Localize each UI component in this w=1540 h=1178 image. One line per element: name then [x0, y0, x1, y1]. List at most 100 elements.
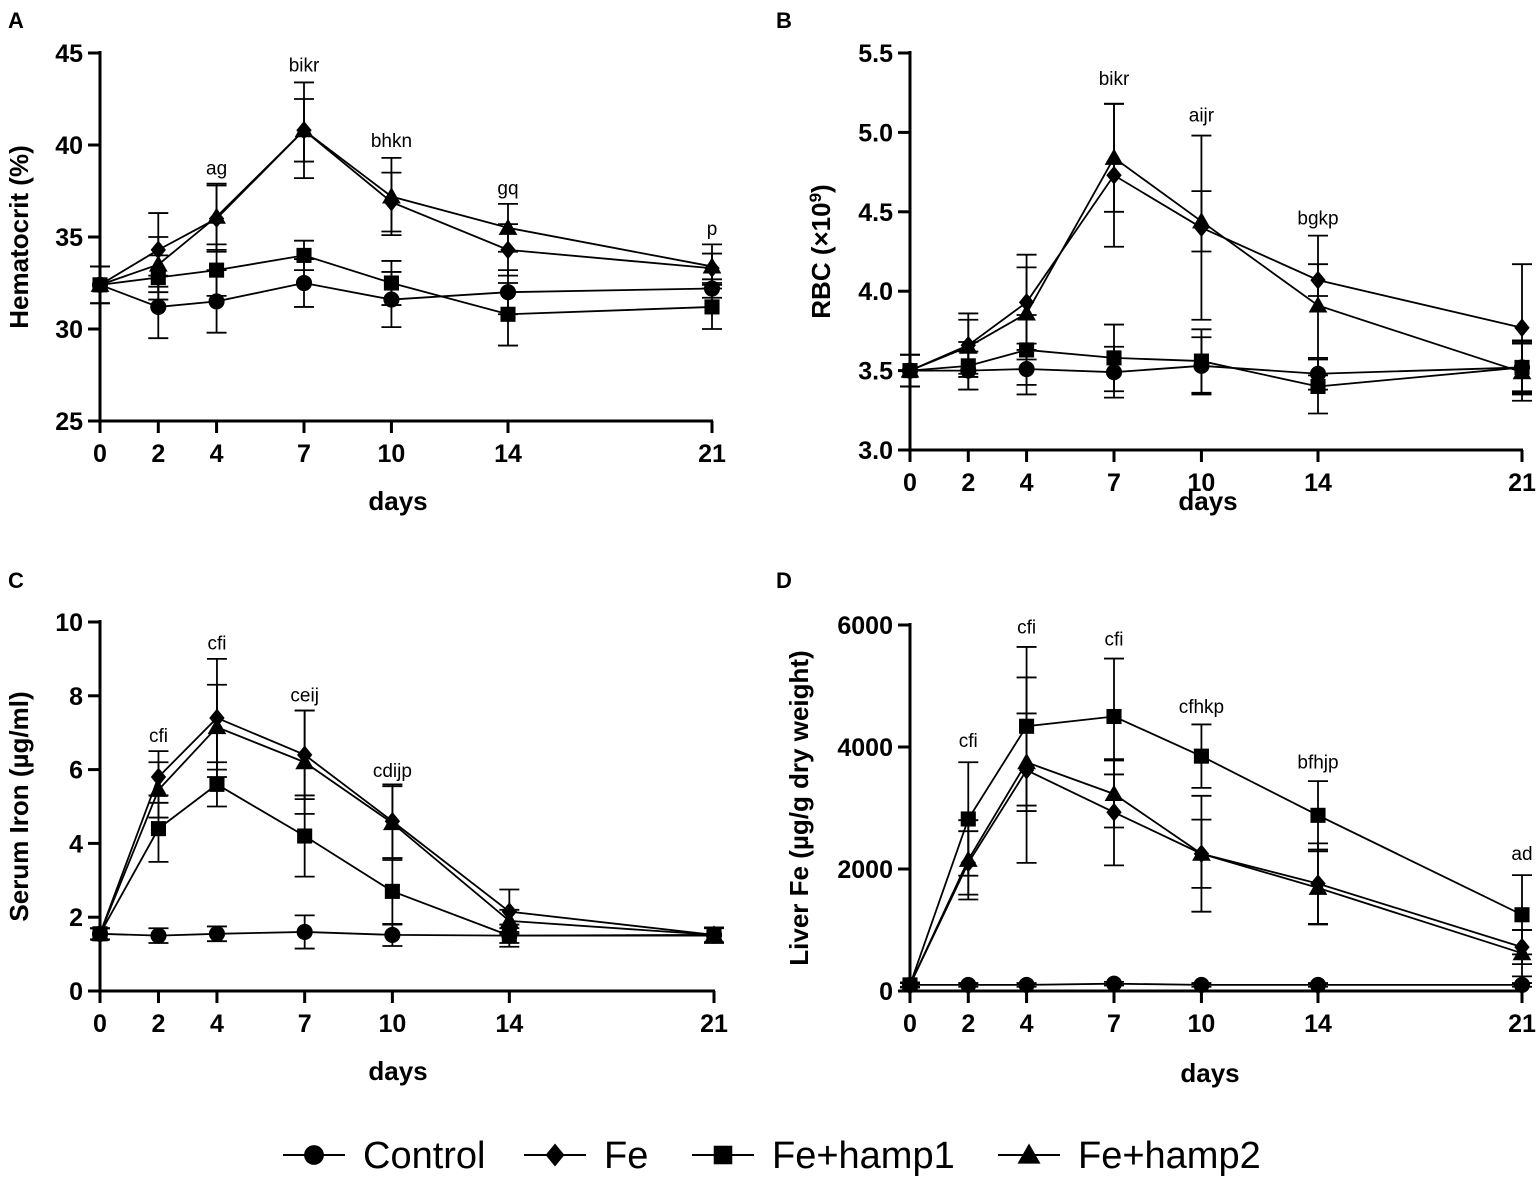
panel-c: C 0 2 4 6 8 10 0 2 4 7 10 14 21 days Serum Iron (µg/ml)…	[4, 568, 728, 1086]
y-tick-label: 6	[69, 757, 83, 785]
significance-label: p	[707, 219, 718, 240]
significance-label: cfi	[1017, 618, 1036, 639]
x-tick-label: 14	[495, 1010, 523, 1038]
data-point	[383, 275, 399, 291]
data-point	[958, 850, 978, 867]
x-tick-label: 2	[961, 469, 975, 497]
data-point	[958, 337, 978, 354]
x-tick-label: 21	[1508, 1010, 1536, 1038]
series-fe-hamp2	[90, 81, 722, 305]
data-point	[294, 120, 314, 138]
data-point	[207, 207, 226, 224]
data-point	[383, 813, 402, 831]
x-axis-title: days	[368, 486, 427, 516]
y-axis-title-superscript: 9	[806, 193, 825, 202]
data-point	[208, 925, 226, 942]
y-tick-label: 4000	[837, 734, 893, 762]
x-tick-label: 7	[297, 440, 311, 468]
significance-label: ad	[1511, 844, 1532, 865]
data-point	[1104, 148, 1124, 165]
y-tick-label: 5.5	[858, 40, 893, 68]
data-point	[295, 752, 315, 770]
data-point	[296, 923, 313, 941]
data-point	[1514, 318, 1530, 338]
data-point	[1512, 362, 1532, 380]
legend-label: Control	[363, 1135, 486, 1177]
x-tick-label: 7	[1107, 1010, 1121, 1038]
series-line	[909, 761, 1523, 986]
legend-item-fe-hamp1: Fe+hamp1	[692, 1135, 955, 1177]
data-point	[1308, 878, 1328, 895]
legend-marker	[545, 1143, 565, 1167]
data-point	[1513, 976, 1531, 993]
data-point	[1104, 784, 1124, 801]
x-tick-label: 14	[1304, 1010, 1332, 1038]
x-tick-label: 10	[378, 1010, 406, 1038]
x-tick-label: 7	[298, 1010, 312, 1038]
y-axis-title: Hematocrit (%)	[4, 145, 34, 328]
y-axis-title: Serum Iron (µg/ml)	[4, 691, 34, 921]
legend-label: Fe+hamp2	[1078, 1135, 1261, 1177]
x-tick-label: 10	[1188, 469, 1216, 497]
series-fe-hamp2	[900, 102, 1532, 402]
significance-label: bikr	[289, 55, 320, 76]
y-axis-title: RBC (×109)	[806, 184, 837, 318]
data-point	[384, 883, 400, 899]
x-tick-label: 10	[378, 440, 406, 468]
y-tick-label: 5.0	[858, 119, 893, 147]
significance-label: cfhkp	[1179, 697, 1224, 718]
data-point	[1309, 976, 1327, 993]
data-point	[1017, 752, 1036, 770]
series-line	[909, 349, 1523, 388]
y-tick-label: 8	[69, 683, 83, 711]
significance-label: ceij	[290, 685, 319, 706]
series-line	[909, 715, 1523, 986]
data-point	[1514, 907, 1530, 923]
legend-label: Fe+hamp1	[772, 1135, 955, 1177]
y-tick-label: 6000	[837, 612, 893, 640]
series-line	[99, 129, 713, 286]
data-point	[148, 255, 168, 272]
data-point	[1310, 807, 1326, 823]
panel-letter: A	[8, 8, 24, 33]
data-point	[498, 218, 518, 235]
y-tick-label: 0	[69, 978, 83, 1006]
y-tick-label: 45	[55, 40, 83, 68]
y-tick-label: 3.0	[858, 437, 893, 465]
legend-label: Fe	[604, 1135, 648, 1177]
data-point	[1193, 748, 1209, 764]
y-tick-label: 25	[55, 408, 83, 436]
x-axis-title: days	[368, 1056, 427, 1086]
data-point	[296, 247, 312, 263]
data-point	[1310, 378, 1326, 395]
series-fe-hamp1	[90, 239, 722, 347]
data-point	[208, 293, 225, 310]
data-point	[1512, 943, 1532, 961]
y-tick-label: 4.0	[858, 278, 893, 306]
x-tick-label: 0	[93, 440, 107, 468]
legend-marker	[713, 1145, 733, 1165]
significance-label: cfi	[149, 726, 168, 747]
significance-label: bikr	[1099, 69, 1130, 90]
data-point	[704, 299, 720, 315]
y-tick-label: 4	[69, 830, 83, 858]
x-tick-label: 14	[1304, 469, 1332, 497]
series-fe	[900, 102, 1532, 393]
data-point	[209, 776, 225, 792]
series-fe	[900, 676, 1532, 995]
x-tick-label: 21	[698, 440, 726, 468]
data-point	[90, 924, 110, 941]
series-control	[90, 914, 724, 950]
series-fe-hamp2	[900, 712, 1532, 992]
panel-d: D 0 2000 4000 6000 0 2 4 7 10 14 21 days Liver Fe (µg…	[776, 568, 1536, 1088]
panel-letter: C	[8, 568, 24, 593]
y-tick-label: 30	[55, 316, 83, 344]
series-fe-hamp1	[90, 761, 724, 948]
y-tick-label: 2000	[837, 856, 893, 884]
data-point	[295, 274, 313, 292]
significance-label: cfi	[207, 634, 226, 655]
y-axis-title-end: )	[806, 184, 836, 193]
significance-label: bfhjp	[1297, 752, 1338, 773]
data-point	[149, 780, 168, 797]
